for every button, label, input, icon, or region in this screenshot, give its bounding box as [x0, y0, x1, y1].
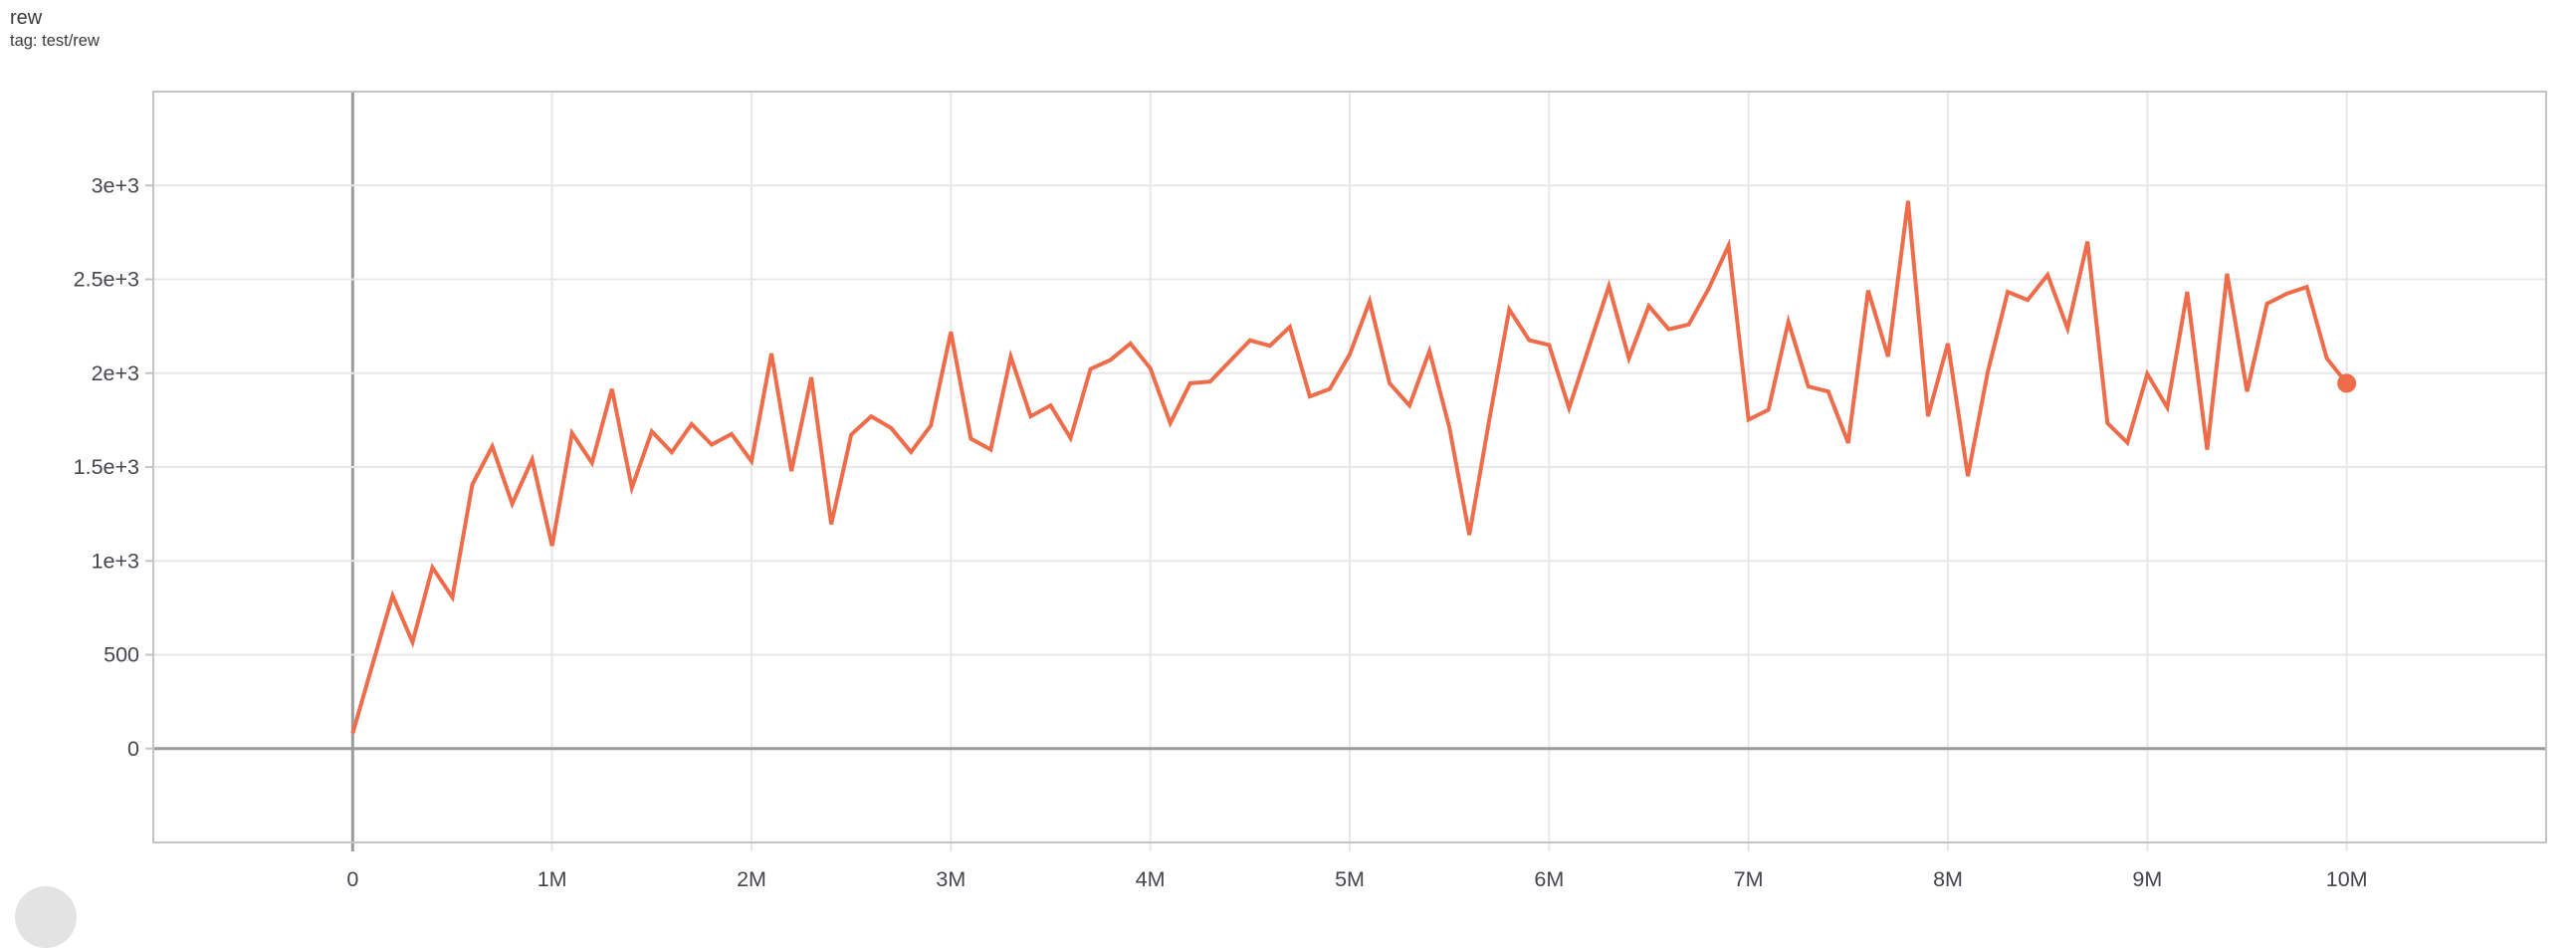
plot-frame [152, 91, 2547, 843]
x-tick-label: 2M [737, 867, 766, 891]
x-tick-label: 5M [1335, 867, 1365, 891]
x-tick-label: 8M [1933, 867, 1963, 891]
y-tick-label: 1.5e+3 [74, 455, 139, 479]
x-tick-label: 9M [2132, 867, 2162, 891]
series-polyline [350, 200, 2349, 735]
y-tick-label: 500 [104, 643, 139, 667]
y-tick-label: 0 [127, 737, 139, 761]
endpoint-dot [2337, 373, 2357, 393]
y-tick-label: 1e+3 [92, 549, 139, 573]
x-tick-label: 4M [1136, 867, 1166, 891]
card-title: rew [10, 7, 43, 29]
y-tick-label: 3e+3 [92, 173, 139, 197]
x-tick-label: 1M [537, 867, 567, 891]
scalar-card-header: rew tag: test/rew [10, 6, 100, 52]
line-chart[interactable]: 0 1M 2M 3M 4M 5M 6M 7M 8M 9M 10M 0 500 1e+3 1.5e+3 2e+3… [0, 0, 2576, 900]
y-tick-label: 2.5e+3 [74, 268, 139, 292]
floating-action-circle[interactable] [15, 886, 77, 948]
x-tick-label: 3M [936, 867, 966, 891]
y-tick-label: 2e+3 [92, 361, 139, 385]
card-tag: tag: test/rew [10, 32, 100, 50]
x-tick-label: 0 [346, 867, 358, 891]
x-tick-label: 10M [2326, 867, 2368, 891]
x-tick-label: 7M [1734, 867, 1764, 891]
x-tick-label: 6M [1534, 867, 1564, 891]
